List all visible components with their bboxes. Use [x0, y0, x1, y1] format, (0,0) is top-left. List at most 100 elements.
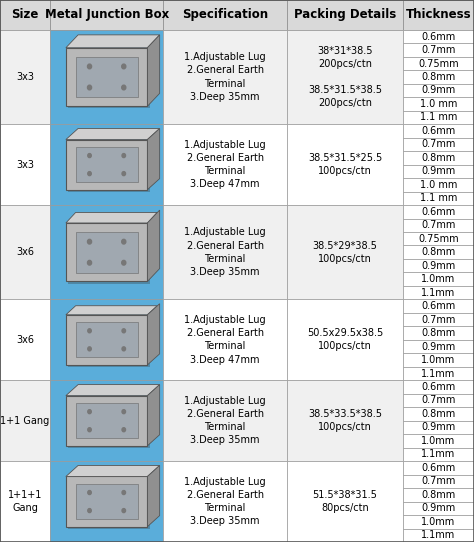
Circle shape — [122, 260, 126, 265]
Circle shape — [88, 491, 91, 494]
Bar — [66, 476, 147, 527]
Text: 1.Adjustable Lug
2.General Earth
Terminal
3.Deep 35mm: 1.Adjustable Lug 2.General Earth Termina… — [184, 228, 266, 277]
Bar — [403, 30, 474, 43]
Text: 0.9mm: 0.9mm — [421, 422, 456, 433]
Bar — [287, 299, 403, 380]
Text: 1+1 Gang: 1+1 Gang — [0, 416, 50, 425]
Text: 0.7mm: 0.7mm — [421, 476, 456, 486]
Text: 0.6mm: 0.6mm — [421, 382, 456, 392]
Bar — [403, 286, 474, 299]
Bar — [0, 380, 50, 461]
Bar — [0, 461, 50, 542]
Text: 0.6mm: 0.6mm — [421, 31, 456, 42]
Circle shape — [122, 172, 126, 176]
Bar — [0, 0, 50, 30]
Bar — [403, 83, 474, 97]
Text: 1.Adjustable Lug
2.General Earth
Terminal
3.Deep 35mm: 1.Adjustable Lug 2.General Earth Termina… — [184, 52, 266, 102]
Text: 1.Adjustable Lug
2.General Earth
Terminal
3.Deep 35mm: 1.Adjustable Lug 2.General Earth Termina… — [184, 477, 266, 526]
Polygon shape — [147, 385, 160, 446]
Bar — [287, 30, 403, 124]
Bar — [403, 70, 474, 83]
Polygon shape — [66, 385, 160, 396]
Circle shape — [88, 153, 91, 158]
Bar — [68, 225, 150, 283]
Polygon shape — [147, 128, 160, 190]
Text: 1.1 mm: 1.1 mm — [420, 112, 457, 122]
Bar — [403, 111, 474, 124]
Text: 3x3: 3x3 — [16, 159, 34, 170]
Bar — [403, 57, 474, 70]
Bar — [287, 124, 403, 205]
Text: 0.9mm: 0.9mm — [421, 504, 456, 513]
Bar — [403, 501, 474, 515]
Circle shape — [88, 64, 91, 69]
Text: 3x3: 3x3 — [16, 72, 34, 82]
Circle shape — [122, 85, 126, 90]
Circle shape — [122, 240, 126, 244]
Text: Size: Size — [11, 9, 39, 21]
Circle shape — [88, 85, 91, 90]
Bar — [66, 315, 147, 365]
Text: 1+1+1
Gang: 1+1+1 Gang — [8, 490, 42, 513]
Bar — [163, 0, 287, 30]
Circle shape — [88, 508, 91, 513]
Bar — [403, 138, 474, 151]
Text: 0.7mm: 0.7mm — [421, 396, 456, 405]
Bar — [76, 147, 137, 182]
Circle shape — [122, 428, 126, 432]
Bar — [403, 488, 474, 501]
Bar — [76, 403, 137, 438]
Text: 0.8mm: 0.8mm — [421, 490, 456, 500]
Bar — [0, 124, 50, 205]
Polygon shape — [66, 35, 160, 48]
Text: 1.Adjustable Lug
2.General Earth
Terminal
3.Deep 47mm: 1.Adjustable Lug 2.General Earth Termina… — [184, 315, 266, 365]
Text: 3x6: 3x6 — [16, 247, 34, 257]
Text: 0.9mm: 0.9mm — [421, 166, 456, 176]
Bar — [403, 326, 474, 340]
Text: 38.5*31.5*25.5
100pcs/ctn: 38.5*31.5*25.5 100pcs/ctn — [308, 153, 382, 176]
Polygon shape — [66, 466, 160, 476]
Bar — [76, 56, 137, 98]
Bar — [403, 353, 474, 367]
Bar — [403, 0, 474, 30]
Bar — [50, 380, 163, 461]
Bar — [163, 205, 287, 299]
Bar — [66, 139, 147, 190]
Text: 1.0mm: 1.0mm — [421, 355, 456, 365]
Text: 1.0 mm: 1.0 mm — [420, 180, 457, 190]
Text: 38*31*38.5
200pcs/ctn

38.5*31.5*38.5
200pcs/ctn: 38*31*38.5 200pcs/ctn 38.5*31.5*38.5 200… — [308, 46, 382, 108]
Bar — [287, 461, 403, 542]
Text: 0.6mm: 0.6mm — [421, 207, 456, 217]
Text: 1.0mm: 1.0mm — [421, 274, 456, 284]
Bar — [68, 317, 150, 367]
Text: 51.5*38*31.5
80pcs/ctn: 51.5*38*31.5 80pcs/ctn — [312, 490, 377, 513]
Bar — [403, 246, 474, 259]
Circle shape — [122, 508, 126, 513]
Bar — [403, 232, 474, 246]
Bar — [403, 43, 474, 57]
Bar — [403, 475, 474, 488]
Text: 0.8mm: 0.8mm — [421, 247, 456, 257]
Text: 1.1 mm: 1.1 mm — [420, 193, 457, 203]
Circle shape — [88, 347, 91, 351]
Bar — [50, 30, 163, 124]
Polygon shape — [147, 210, 160, 281]
Bar — [163, 30, 287, 124]
Circle shape — [88, 329, 91, 333]
Bar — [403, 259, 474, 273]
Text: 0.6mm: 0.6mm — [421, 463, 456, 473]
Circle shape — [122, 491, 126, 494]
Text: 3x6: 3x6 — [16, 335, 34, 345]
Bar — [403, 461, 474, 475]
Text: 1.1mm: 1.1mm — [421, 288, 456, 298]
Bar — [403, 434, 474, 448]
Bar — [0, 30, 50, 124]
Text: 0.9mm: 0.9mm — [421, 341, 456, 352]
Bar — [50, 124, 163, 205]
Bar — [0, 205, 50, 299]
Circle shape — [88, 240, 91, 244]
Polygon shape — [147, 466, 160, 527]
Bar — [403, 407, 474, 421]
Bar — [403, 380, 474, 393]
Circle shape — [122, 410, 126, 414]
